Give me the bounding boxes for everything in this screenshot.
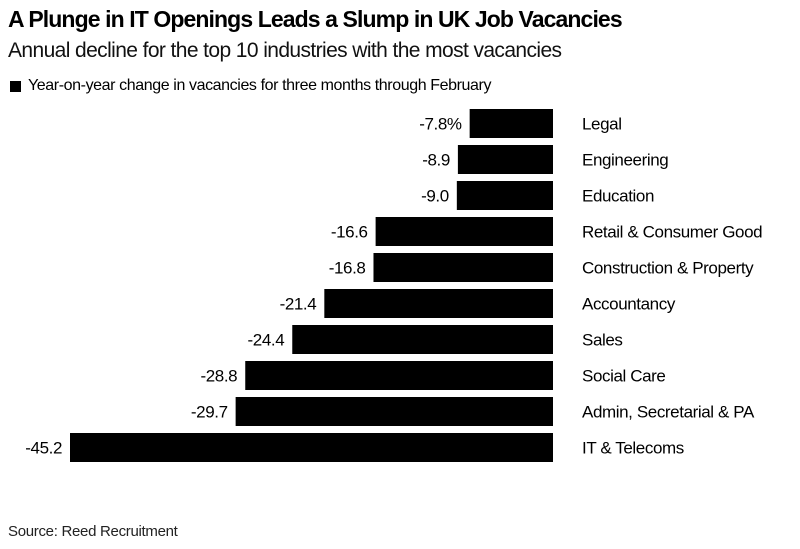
data-label: -16.8 bbox=[329, 259, 366, 278]
source-note: Source: Reed Recruitment bbox=[8, 523, 178, 540]
chart-subtitle: Annual decline for the top 10 industries… bbox=[8, 39, 562, 62]
bar bbox=[373, 253, 553, 282]
data-label: -24.4 bbox=[248, 331, 285, 350]
bar bbox=[375, 217, 553, 246]
chart-title: A Plunge in IT Openings Leads a Slump in… bbox=[8, 6, 623, 32]
category-label: Sales bbox=[582, 331, 623, 350]
data-label: -7.8% bbox=[419, 115, 462, 134]
data-label: -9.0 bbox=[421, 187, 449, 206]
category-label: Education bbox=[582, 187, 654, 206]
data-label: -28.8 bbox=[200, 367, 237, 386]
bar bbox=[456, 181, 553, 210]
category-label: Construction & Property bbox=[582, 259, 754, 278]
category-label: Legal bbox=[582, 115, 622, 134]
bar bbox=[324, 289, 553, 318]
bar bbox=[245, 361, 553, 390]
category-label: Retail & Consumer Good bbox=[582, 223, 762, 242]
category-label: Admin, Secretarial & PA bbox=[582, 403, 755, 422]
data-label: -21.4 bbox=[280, 295, 317, 314]
bar bbox=[70, 433, 553, 462]
category-label: Social Care bbox=[582, 367, 665, 386]
category-label: IT & Telecoms bbox=[582, 439, 684, 458]
legend-swatch bbox=[10, 80, 21, 92]
bar bbox=[235, 397, 553, 426]
legend-label: Year-on-year change in vacancies for thr… bbox=[28, 77, 492, 94]
data-label: -45.2 bbox=[25, 439, 62, 458]
category-label: Accountancy bbox=[582, 295, 676, 314]
bar bbox=[292, 325, 553, 354]
category-label: Engineering bbox=[582, 151, 668, 170]
bar bbox=[469, 109, 553, 138]
data-label: -29.7 bbox=[191, 403, 228, 422]
legend: Year-on-year change in vacancies for thr… bbox=[10, 77, 491, 95]
data-label: -16.6 bbox=[331, 223, 368, 242]
bar bbox=[457, 145, 553, 174]
data-label: -8.9 bbox=[422, 151, 450, 170]
